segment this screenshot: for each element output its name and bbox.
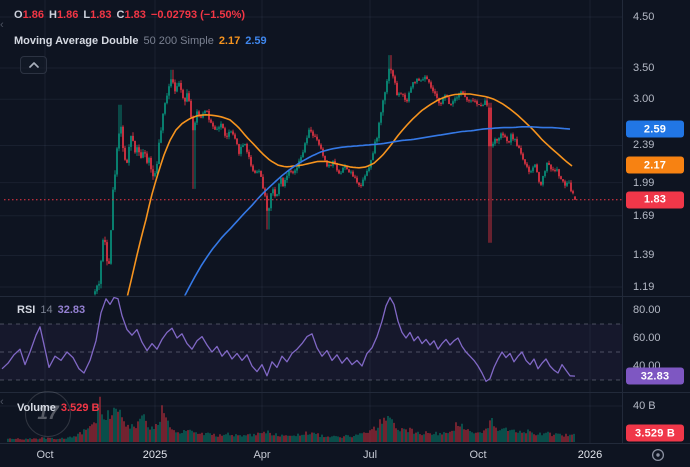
price-axis[interactable]: 4.50 3.50 3.00 2.39 1.99 1.69 1.39 1.19 2.59 2.17… <box>622 0 690 443</box>
time-axis-label: 2025 <box>142 449 168 461</box>
price-badge: 2.17 <box>626 156 684 174</box>
chevron-up-icon <box>28 62 39 68</box>
time-axis-label: Oct <box>36 449 54 461</box>
time-axis-label: Apr <box>253 449 271 461</box>
collapse-pane-button[interactable] <box>20 56 47 74</box>
volume-indicator-legend[interactable]: Volume 3.529 B <box>17 402 99 414</box>
time-axis-label: 2026 <box>577 449 603 461</box>
price-tick-label: 3.50 <box>633 62 655 75</box>
rsi-value-badge: 32.83 <box>626 367 684 385</box>
volume-tick-label: 40 B <box>633 400 656 412</box>
ma-fast-value: 2.17 <box>218 35 241 47</box>
price-tick-label: 1.39 <box>633 249 655 262</box>
price-tick-label: 1.69 <box>633 209 655 222</box>
high-label: H1.86 <box>48 9 79 21</box>
low-label: L1.83 <box>83 9 112 21</box>
pane-scroll-chevron-icon[interactable]: ‹ <box>0 396 4 408</box>
change-value: −0.02793 (−1.50%) <box>150 9 246 21</box>
ohlc-legend[interactable]: O1.86 H1.86 L1.83 C1.83 −0.02793 (−1.50%… <box>14 9 245 21</box>
ma-indicator-name: Moving Average Double <box>14 35 139 47</box>
time-axis[interactable]: Oct 2025 Apr Jul Oct 2026 <box>0 443 690 467</box>
symbol-watermark: 17 <box>25 391 71 437</box>
time-axis-label: Oct <box>469 449 487 461</box>
pane-scroll-chevron-icon[interactable]: ‹ <box>0 19 4 31</box>
price-tick-label: 1.19 <box>633 281 655 293</box>
ma-indicator-legend[interactable]: Moving Average Double 50 200 Simple 2.17… <box>14 35 267 47</box>
rsi-indicator-legend[interactable]: RSI 14 32.83 <box>17 304 85 316</box>
price-badge: 1.83 <box>626 191 684 209</box>
ma-slow-value: 2.59 <box>245 35 267 47</box>
price-tick-label: 2.39 <box>633 139 655 152</box>
time-axis-label: Jul <box>362 449 378 461</box>
symbol-watermark-text: 17 <box>37 403 59 424</box>
rsi-tick-label: 60.00 <box>633 332 661 344</box>
volume-value-badge: 3.529 B <box>626 424 684 442</box>
ma-indicator-params: 50 200 Simple <box>143 35 214 47</box>
price-tick-label: 3.00 <box>633 93 655 106</box>
axis-settings-icon[interactable] <box>650 447 668 463</box>
price-badge: 2.59 <box>626 120 684 138</box>
close-label: C1.83 <box>116 9 146 21</box>
rsi-tick-label: 80.00 <box>633 304 661 316</box>
rsi-indicator-name: RSI <box>17 304 36 316</box>
price-tick-label: 1.99 <box>633 176 655 189</box>
open-label: O1.86 <box>14 9 44 21</box>
rsi-value: 32.83 <box>57 304 86 316</box>
volume-indicator-name: Volume <box>17 402 56 414</box>
rsi-indicator-param: 14 <box>40 304 53 316</box>
volume-value: 3.529 B <box>60 402 100 414</box>
price-tick-label: 4.50 <box>633 11 655 23</box>
